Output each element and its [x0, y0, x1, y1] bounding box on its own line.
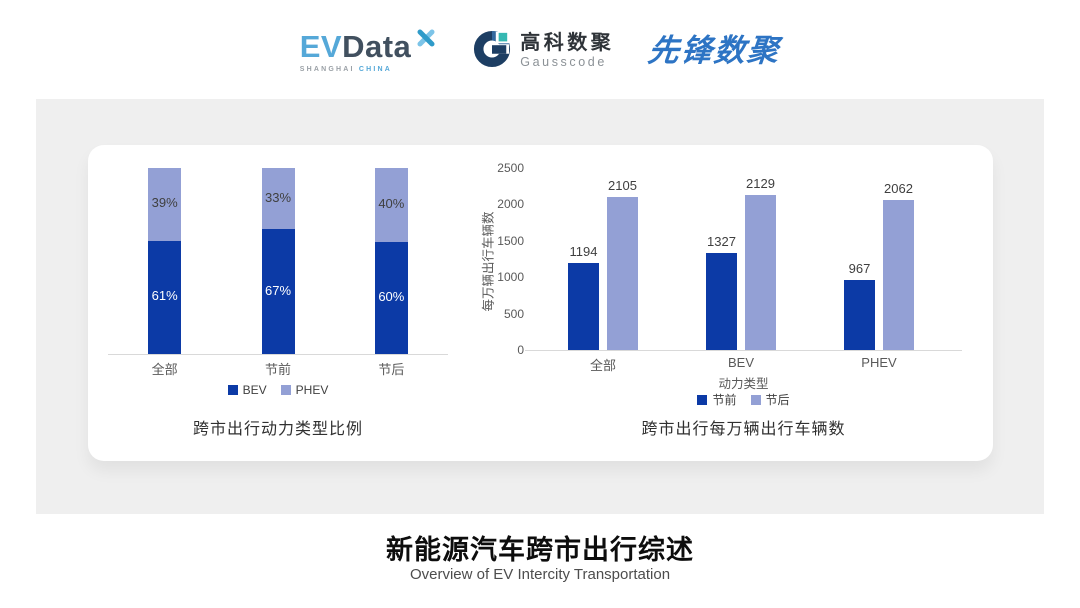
grouped-bar [568, 263, 599, 350]
legend-label: 节后 [765, 393, 790, 407]
left-chart-legend: BEV PHEV [108, 383, 448, 397]
x-category-label: 全部 [151, 362, 178, 377]
grouped-bar [745, 195, 776, 350]
legend-label: PHEV [295, 383, 329, 397]
gausscode-g-icon [473, 30, 511, 73]
y-tick-label: 1500 [497, 233, 524, 248]
evdata-ev-text: EV [299, 28, 343, 64]
gausscode-en-text: Gausscode [520, 55, 607, 70]
right-chart-legend: 节前 节后 [525, 391, 962, 408]
legend-swatch-icon [280, 385, 291, 395]
stacked-bar-segment [261, 229, 295, 354]
legend-swatch-icon [750, 394, 761, 405]
right-chart-x-axis [525, 350, 962, 351]
content-panel: BEV PHEV 跨市出行动力类型比例 每万辆出行车辆数 动力类型 节前 节后 跨市… [36, 99, 1044, 514]
xianfeng-logo: 先锋数聚 [646, 33, 783, 68]
header-logos: EVData SHANGHAI CHINA [0, 20, 1080, 82]
bar-data-label: 2105 [608, 177, 637, 193]
bar-data-label: 1194 [569, 244, 598, 260]
legend-item: BEV [227, 383, 267, 397]
bar-data-label: 67% [264, 282, 292, 298]
legend-swatch-icon [227, 385, 238, 395]
gausscode-logo: 高科数聚 Gausscode [473, 30, 614, 73]
right-chart-x-axis-title: 动力类型 [718, 377, 769, 391]
left-chart-title: 跨市出行动力类型比例 [192, 421, 363, 438]
legend-item: PHEV [280, 383, 329, 397]
stacked-bar-segment [261, 168, 295, 230]
bar-data-label: 2129 [746, 176, 775, 191]
evdata-china-text: CHINA [358, 65, 392, 73]
x-category-label: 全部 [589, 358, 616, 373]
page-title: 新能源汽车跨市出行综述 [386, 535, 694, 565]
legend-swatch-icon [697, 394, 708, 405]
y-tick-label: 500 [503, 306, 524, 321]
x-category-label: 节后 [378, 362, 405, 377]
legend-label: 节前 [712, 393, 737, 407]
page-subtitle: Overview of EV Intercity Transportation [409, 566, 671, 583]
grouped-bar [706, 253, 737, 350]
bar-data-label: 40% [378, 196, 405, 212]
stacked-bar-segment [148, 168, 182, 241]
right-chart-title: 跨市出行每万辆出行车辆数 [641, 421, 846, 438]
x-category-label: BEV [727, 355, 754, 370]
gausscode-cn-text: 高科数聚 [520, 32, 615, 55]
grouped-bar [607, 196, 638, 350]
left-chart-x-axis [108, 354, 448, 355]
evdata-shanghai-text: SHANGHAI [299, 65, 355, 73]
chart-card: BEV PHEV 跨市出行动力类型比例 每万辆出行车辆数 动力类型 节前 节后 跨市… [88, 145, 993, 461]
x-category-label: PHEV [861, 355, 897, 370]
y-tick-label: 0 [517, 343, 524, 357]
legend-label: BEV [242, 383, 267, 397]
evdata-pinwheel-icon [413, 26, 439, 55]
stacked-bar-segment [374, 168, 408, 243]
bar-data-label: 967 [848, 260, 871, 276]
bar-data-label: 61% [151, 288, 178, 304]
y-tick-label: 2500 [497, 161, 524, 175]
x-category-label: 节前 [264, 362, 291, 377]
y-tick-label: 2000 [497, 197, 524, 212]
bar-data-label: 1327 [707, 234, 736, 250]
bar-data-label: 60% [378, 289, 405, 305]
grouped-bar [883, 199, 914, 350]
evdata-data-text: Data [342, 28, 412, 64]
legend-item: 节后 [750, 391, 790, 408]
evdata-logo: EVData SHANGHAI CHINA [299, 28, 440, 73]
bar-data-label: 33% [264, 189, 292, 205]
bar-data-label: 2062 [884, 180, 913, 196]
grouped-bar [844, 279, 875, 350]
y-tick-label: 1000 [497, 270, 524, 285]
bar-data-label: 39% [151, 195, 178, 211]
legend-item: 节前 [697, 391, 737, 408]
stacked-bar-segment [374, 242, 408, 354]
stacked-bar-segment [148, 240, 182, 354]
